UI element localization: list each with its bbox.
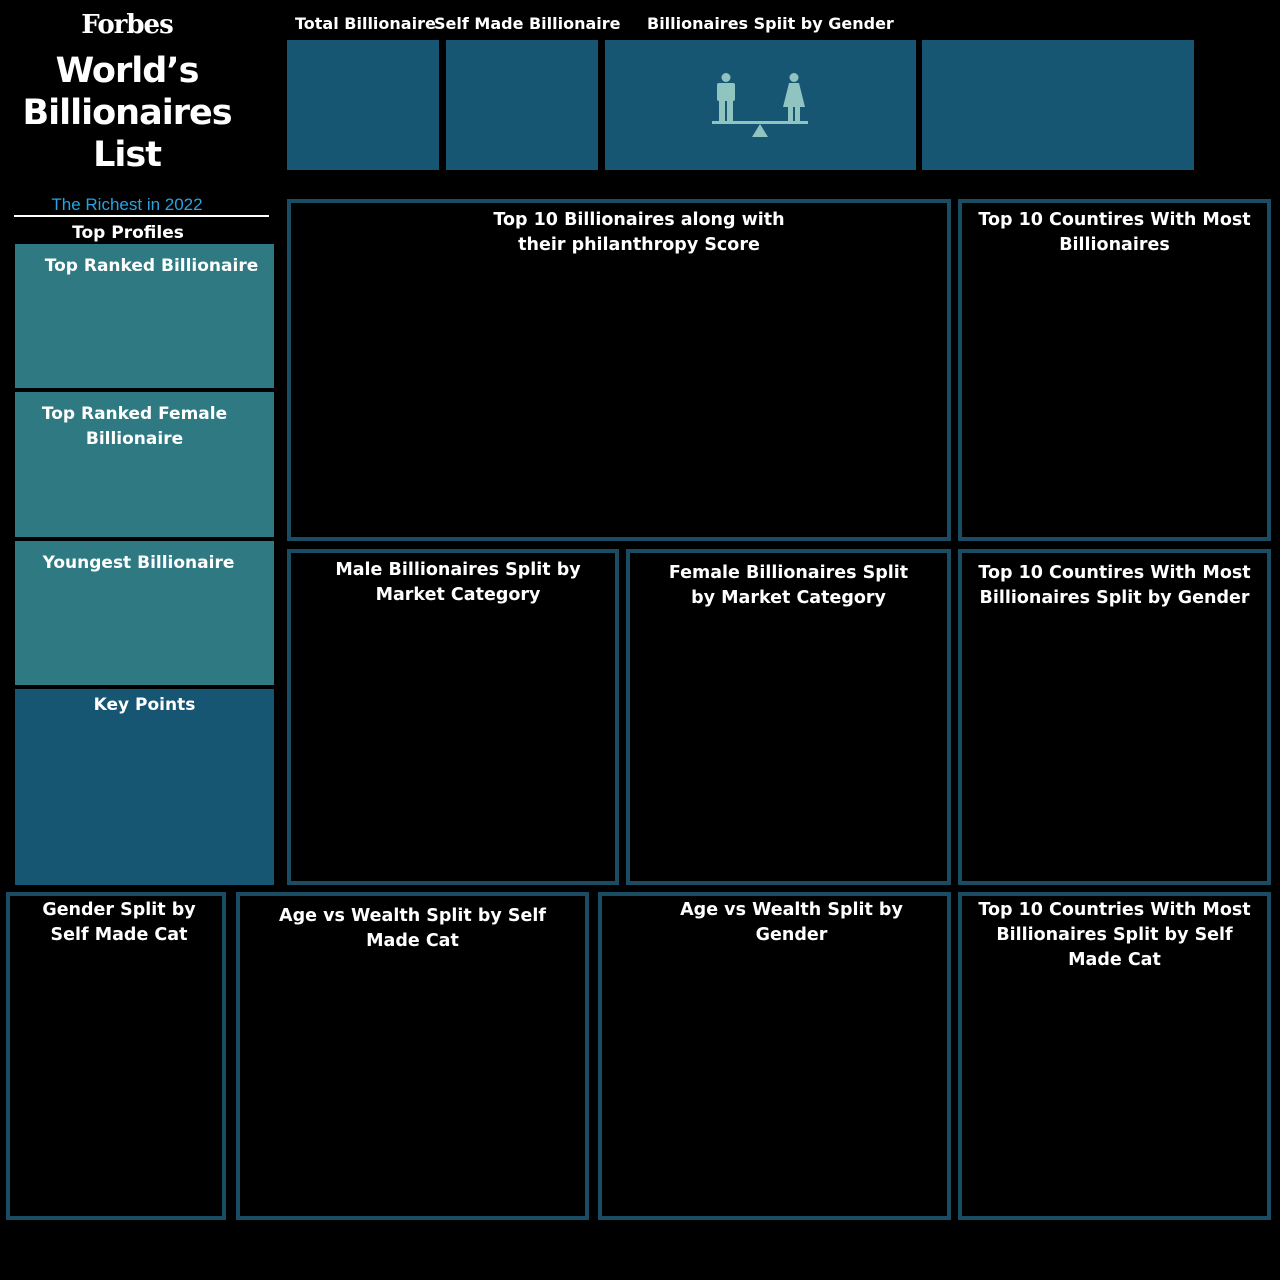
age-wealth-gender-title: Age vs Wealth Split by Gender — [680, 900, 903, 945]
kpi-gender-label: Billionaires Spiit by Gender — [647, 14, 894, 33]
male-market-title: Male Billionaires Split by Market Catego… — [335, 560, 581, 605]
kpi-self-made-label: Self Made Billionaire — [434, 14, 621, 33]
gender-selfmade-panel[interactable]: Gender Split by Self Made Cat — [6, 892, 226, 1220]
top10-countries-title: Top 10 Countires With Most Billionaires — [978, 210, 1251, 255]
female-market-title: Female Billionaires Split by Market Cate… — [668, 563, 909, 608]
youngest-billionaire-card[interactable]: Youngest Billionaire — [15, 541, 274, 685]
top10-countries-panel[interactable]: Top 10 Countires With Most Billionaires — [958, 199, 1271, 541]
dashboard-subtitle: The Richest in 2022 — [51, 195, 203, 214]
top10-countries-selfmade-title: Top 10 Countries With Most Billionaires … — [978, 900, 1251, 970]
dashboard-title: World’s Billionaires List — [0, 50, 254, 176]
top-profiles-label: Top Profiles — [72, 223, 184, 243]
title-line-3: List — [93, 135, 162, 175]
top-female-billionaire-card[interactable]: Top Ranked Female Billionaire — [15, 392, 274, 537]
forbes-logo: Forbes — [81, 10, 173, 40]
top10-countries-gender-title: Top 10 Countires With Most Billionaires … — [978, 563, 1251, 608]
top-ranked-billionaire-title: Top Ranked Billionaire — [44, 256, 259, 276]
female-market-panel[interactable]: Female Billionaires Split by Market Cate… — [626, 549, 951, 885]
kpi-total-billionaire-card[interactable] — [287, 40, 439, 170]
gender-selfmade-title: Gender Split by Self Made Cat — [42, 900, 196, 945]
age-wealth-selfmade-title: Age vs Wealth Split by Self Made Cat — [279, 906, 546, 951]
youngest-billionaire-title: Youngest Billionaire — [42, 553, 235, 573]
top10-philanthropy-panel[interactable]: Top 10 Billionaires along with their phi… — [287, 199, 951, 541]
kpi-gender-split-card[interactable] — [605, 40, 916, 170]
top10-philanthropy-title: Top 10 Billionaires along with their phi… — [493, 210, 785, 255]
age-wealth-selfmade-panel[interactable]: Age vs Wealth Split by Self Made Cat — [236, 892, 589, 1220]
male-market-panel[interactable]: Male Billionaires Split by Market Catego… — [287, 549, 619, 885]
top-female-billionaire-title: Top Ranked Female Billionaire — [41, 404, 228, 449]
top10-countries-gender-panel[interactable]: Top 10 Countires With Most Billionaires … — [958, 549, 1271, 885]
age-wealth-gender-panel[interactable]: Age vs Wealth Split by Gender — [598, 892, 951, 1220]
kpi-extra-card[interactable] — [922, 40, 1194, 170]
key-points-title: Key Points — [93, 695, 196, 715]
subtitle-divider — [14, 215, 269, 217]
key-points-card[interactable]: Key Points — [15, 689, 274, 885]
gender-scale-icon — [712, 73, 808, 137]
kpi-self-made-card[interactable] — [446, 40, 598, 170]
top-ranked-billionaire-card[interactable]: Top Ranked Billionaire — [15, 244, 274, 388]
title-line-2: Billionaires — [22, 93, 232, 133]
top10-countries-selfmade-panel[interactable]: Top 10 Countries With Most Billionaires … — [958, 892, 1271, 1220]
title-line-1: World’s — [55, 51, 200, 91]
kpi-total-label: Total Billionaire — [295, 14, 436, 33]
